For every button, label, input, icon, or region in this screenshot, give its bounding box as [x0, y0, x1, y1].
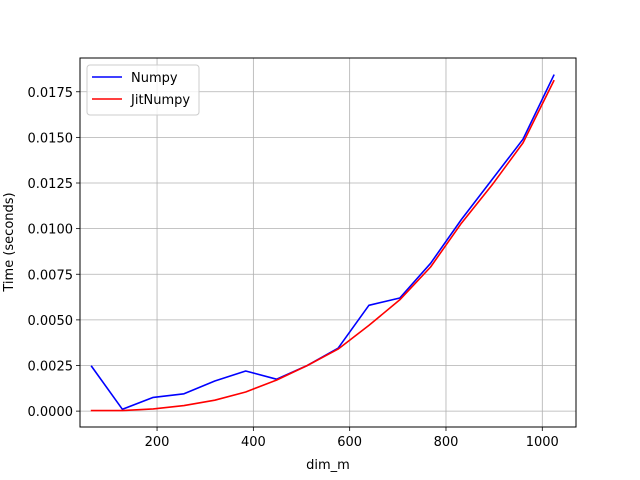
x-tick-label: 600 — [337, 435, 362, 450]
x-axis-label: dim_m — [306, 458, 350, 473]
x-tick-label: 800 — [434, 435, 459, 450]
y-tick-label: 0.0150 — [28, 131, 74, 146]
y-tick-label: 0.0025 — [28, 360, 74, 375]
y-tick-label: 0.0125 — [28, 177, 74, 192]
grid — [80, 58, 576, 427]
legend: Numpy JitNumpy — [86, 64, 200, 116]
y-tick-label: 0.0075 — [28, 268, 74, 283]
x-axis: 200 400 600 800 1000 — [145, 427, 559, 450]
y-tick-label: 0.0050 — [28, 314, 74, 329]
series-layer — [90, 74, 555, 412]
series-line-jitnumpy — [90, 79, 555, 412]
x-tick-label: 400 — [241, 435, 266, 450]
y-tick-label: 0.0175 — [28, 86, 74, 101]
legend-label-numpy: Numpy — [131, 71, 178, 86]
plot-frame — [79, 57, 577, 428]
x-tick-label: 200 — [145, 435, 170, 450]
x-tick-label: 1000 — [526, 435, 559, 450]
y-tick-label: 0.0000 — [28, 405, 74, 420]
y-tick-label: 0.0100 — [28, 223, 74, 238]
y-axis: 0.0000 0.0025 0.0050 0.0075 0.0100 0.0125 0.01… — [28, 86, 80, 420]
series-line-numpy — [90, 74, 555, 411]
y-axis-label: Time (seconds) — [2, 192, 17, 292]
legend-label-jitnumpy: JitNumpy — [130, 93, 190, 108]
